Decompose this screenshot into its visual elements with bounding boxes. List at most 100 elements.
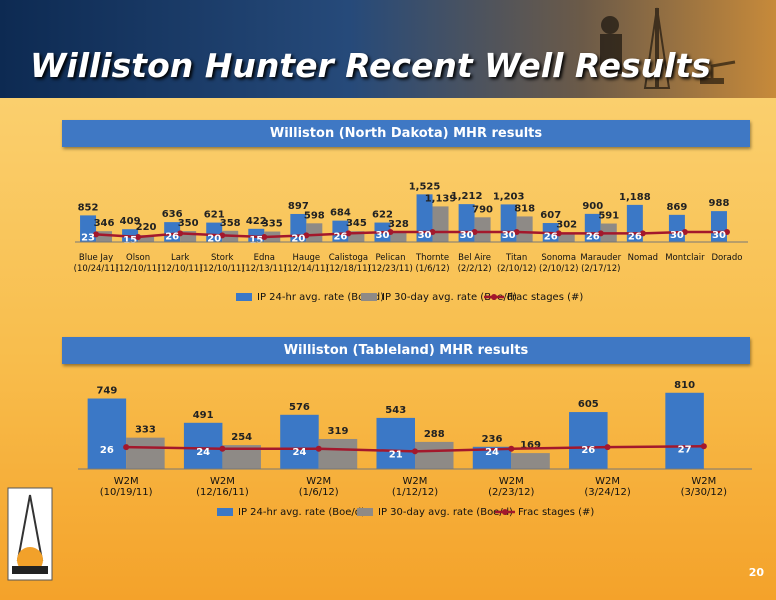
bar	[138, 235, 155, 242]
data-label: 30	[460, 230, 474, 241]
slide-title: Williston Hunter Recent Well Results	[30, 46, 711, 85]
data-label: 24	[196, 447, 210, 458]
banner-art	[600, 7, 736, 89]
bar	[472, 446, 512, 469]
bar	[80, 215, 97, 242]
data-label: 27	[678, 444, 692, 455]
data-label: 319	[328, 426, 349, 437]
marker	[681, 229, 688, 235]
data-label: 358	[220, 218, 241, 229]
data-label: 236	[482, 434, 503, 445]
x-tick-label: W2M (2/23/12)	[488, 476, 535, 498]
bar	[96, 231, 113, 242]
marker	[345, 230, 352, 237]
page-number: 20	[748, 566, 764, 579]
x-tick-label: W2M (1/12/12)	[391, 476, 439, 498]
marker	[219, 445, 226, 452]
data-label: 607	[540, 210, 561, 221]
data-label: 169	[520, 440, 541, 451]
bar	[280, 414, 319, 469]
data-label: 621	[204, 210, 225, 221]
bar	[474, 217, 491, 242]
data-label: 23	[81, 232, 95, 243]
marker	[387, 229, 394, 235]
bar	[180, 231, 197, 242]
bar	[318, 438, 358, 469]
data-label: 220	[136, 222, 157, 233]
data-label: 335	[262, 219, 283, 230]
bar	[87, 398, 127, 469]
data-label: 30	[502, 230, 516, 241]
data-label: 1,203	[493, 191, 525, 202]
data-label: 328	[388, 219, 409, 230]
bar	[710, 211, 727, 242]
data-label: 15	[249, 235, 263, 246]
x-tick-label: W2M (1/6/12)	[298, 476, 339, 498]
data-label: 21	[389, 449, 403, 460]
legend-marker	[502, 509, 508, 515]
x-tick-label: Hauge (12/14/11)	[283, 253, 329, 274]
chart-title: Williston (Tableland) MHR results	[62, 337, 750, 364]
data-label: 852	[78, 202, 99, 213]
bar	[665, 392, 704, 469]
data-label: 26	[100, 445, 114, 456]
legend-swatch	[361, 293, 377, 301]
bar	[432, 206, 449, 242]
banner	[0, 0, 776, 98]
data-label: 636	[162, 209, 183, 220]
legend-label: IP 24-hr avg. rate (Boe/d)	[257, 292, 384, 303]
data-label: 15	[123, 235, 137, 246]
bar	[416, 194, 433, 242]
marker	[123, 444, 130, 451]
marker	[508, 445, 515, 452]
x-tick-label: Bel Aire (2/2/12)	[457, 253, 492, 274]
x-tick-label: Lark (12/10/11)	[157, 253, 203, 274]
bar	[183, 422, 223, 469]
data-label: 26	[544, 231, 558, 242]
x-tick-label: Sonoma (2/10/12)	[539, 253, 579, 274]
bar	[348, 231, 365, 242]
data-label: 988	[709, 198, 730, 209]
bar	[164, 222, 181, 242]
legend-swatch	[357, 508, 373, 516]
chart-title: Williston (North Dakota) MHR results	[62, 120, 750, 147]
bar	[248, 228, 265, 242]
x-tick-label: Olson (12/10/11)	[115, 253, 161, 274]
data-label: 346	[94, 218, 115, 229]
marker	[177, 230, 184, 237]
x-tick-label: Pelican (12/23/11)	[368, 253, 413, 274]
marker	[513, 229, 520, 235]
bar	[584, 213, 601, 242]
x-tick-label: Marauder (2/17/12)	[580, 253, 622, 274]
legend-marker	[491, 294, 497, 300]
data-label: 576	[289, 402, 310, 413]
marker	[604, 444, 611, 451]
data-label: 254	[231, 432, 252, 443]
data-label: 900	[582, 201, 603, 212]
x-tick-label: Titan (2/10/12)	[496, 253, 537, 274]
bar	[569, 412, 608, 469]
x-tick-label: W2M (12/16/11)	[196, 476, 249, 498]
legend-label: Frac stages (#)	[518, 507, 594, 518]
marker	[597, 230, 604, 237]
data-label: 790	[472, 204, 493, 215]
marker	[93, 231, 100, 238]
x-tick-label: Nomad	[627, 253, 659, 263]
logo	[7, 487, 53, 581]
x-tick-label: Thornte (1/6/12)	[415, 253, 450, 274]
marker	[429, 229, 436, 235]
data-label: 591	[598, 211, 619, 222]
data-label: 622	[372, 210, 393, 221]
data-label: 869	[666, 202, 687, 213]
x-tick-label: Montclair	[665, 253, 705, 263]
data-label: 684	[330, 208, 351, 219]
data-label: 1,212	[451, 191, 483, 202]
bar	[306, 223, 323, 242]
x-tick-label: Blue Jay (10/24/11)	[73, 253, 119, 274]
x-tick-label: W2M (10/19/11)	[99, 476, 153, 498]
x-tick-label: W2M (3/24/12)	[584, 476, 631, 498]
data-label: 598	[304, 210, 325, 221]
marker	[315, 445, 322, 452]
